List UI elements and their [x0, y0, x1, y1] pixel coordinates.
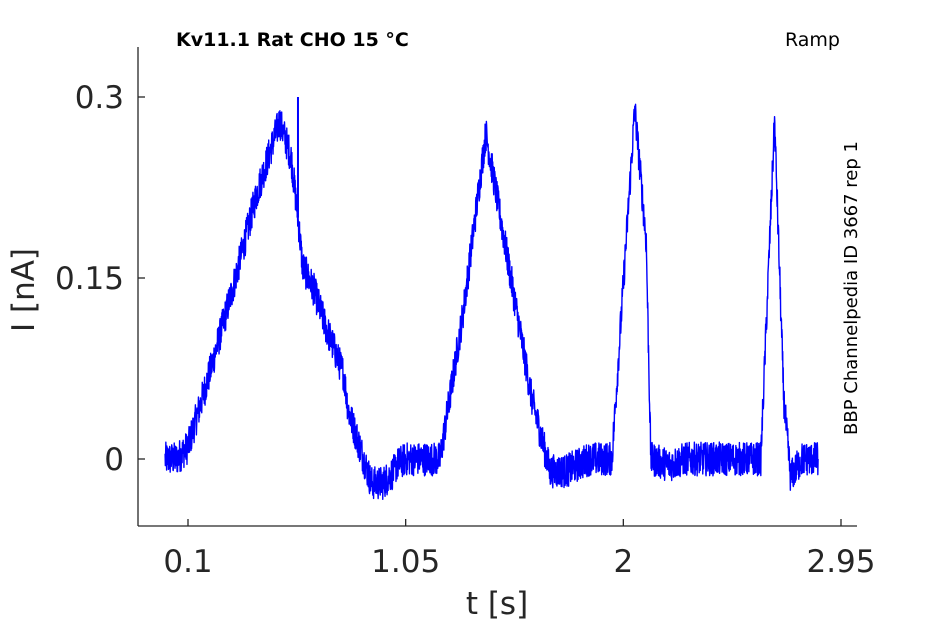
- y-axis-label: I [nA]: [6, 248, 42, 332]
- axes: [137, 47, 857, 527]
- chart-title: Kv11.1 Rat CHO 15 °C: [176, 29, 409, 51]
- trace-layer: [164, 97, 819, 501]
- x-tick-label: 2.95: [806, 544, 875, 580]
- x-axis-label: t [s]: [466, 586, 528, 622]
- y-tick-label: 0.3: [75, 80, 124, 116]
- current-trace-series: [164, 103, 819, 501]
- source-id-label: BBP Channelpedia ID 3667 rep 1: [841, 141, 862, 435]
- x-tick-label: 0.1: [163, 544, 212, 580]
- x-tick-label: 2: [613, 544, 633, 580]
- protocol-label: Ramp: [785, 29, 840, 51]
- y-tick-label: 0.15: [55, 261, 124, 297]
- tick-marks: 0.1 1.05 2 2.95 0 0.15 0.3: [55, 80, 876, 580]
- y-tick-label: 0: [104, 442, 124, 478]
- x-tick-label: 1.05: [371, 544, 440, 580]
